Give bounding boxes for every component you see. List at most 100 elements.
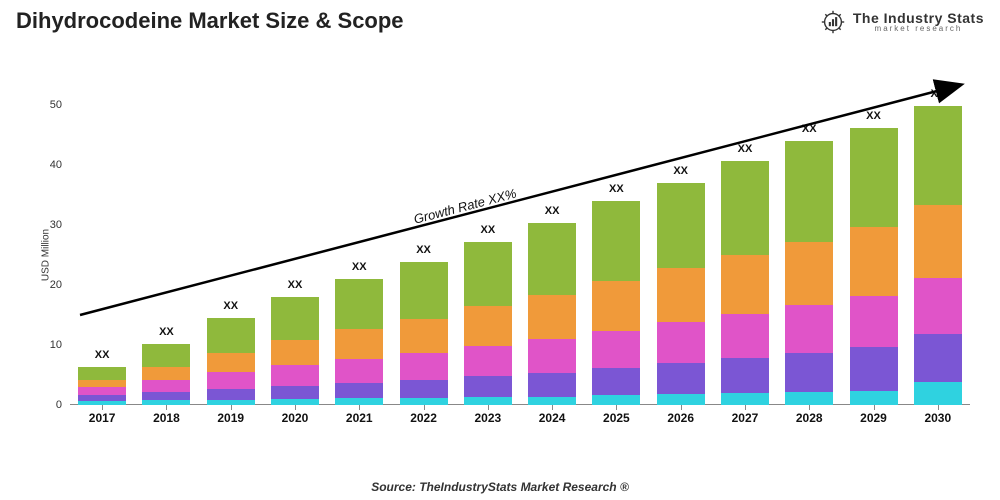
bar-segment: [721, 358, 769, 393]
logo-line-1: The Industry Stats: [853, 11, 984, 25]
bar-value-label: XX: [673, 165, 688, 177]
x-tick-mark: [295, 405, 296, 410]
y-tick-label: 10: [50, 339, 62, 351]
bar-segment: [335, 359, 383, 382]
bar-segment: [657, 363, 705, 394]
bar-segment: [207, 372, 255, 389]
x-tick-mark: [231, 405, 232, 410]
bar-segment: [785, 392, 833, 405]
bar-stack: [142, 344, 190, 405]
source-footer: Source: TheIndustryStats Market Research…: [0, 480, 1000, 494]
x-tick-label: 2023: [474, 411, 501, 425]
bar-value-label: XX: [352, 261, 367, 273]
x-tick-mark: [809, 405, 810, 410]
bar-segment: [914, 382, 962, 405]
bar-value-label: XX: [480, 224, 495, 236]
bar-segment: [850, 296, 898, 348]
bar-value-label: XX: [288, 279, 303, 291]
bar-group: XX2028: [785, 141, 833, 405]
bar-segment: [657, 394, 705, 405]
bar-segment: [142, 367, 190, 380]
y-tick-label: 0: [56, 399, 62, 411]
bar-segment: [142, 344, 190, 367]
bar-segment: [721, 393, 769, 405]
bar-segment: [592, 395, 640, 405]
x-tick-label: 2018: [153, 411, 180, 425]
x-tick-label: 2026: [667, 411, 694, 425]
bar-segment: [207, 318, 255, 353]
bar-segment: [785, 242, 833, 306]
x-tick-label: 2024: [539, 411, 566, 425]
bar-segment: [850, 347, 898, 390]
bar-value-label: XX: [223, 300, 238, 312]
bar-stack: [785, 141, 833, 405]
x-tick-label: 2021: [346, 411, 373, 425]
x-tick-mark: [745, 405, 746, 410]
x-tick-mark: [681, 405, 682, 410]
bar-value-label: XX: [802, 123, 817, 135]
bar-segment: [528, 339, 576, 373]
x-tick-label: 2019: [217, 411, 244, 425]
x-tick-mark: [424, 405, 425, 410]
y-tick-label: 50: [50, 99, 62, 111]
logo-line-2: market research: [853, 25, 984, 33]
bar-stack: [400, 262, 448, 405]
x-tick-label: 2027: [732, 411, 759, 425]
bar-segment: [400, 353, 448, 379]
bar-segment: [400, 398, 448, 405]
bar-segment: [785, 353, 833, 391]
bar-group: XX2017: [78, 367, 126, 405]
bar-segment: [850, 128, 898, 228]
bar-group: XX2018: [142, 344, 190, 405]
bar-segment: [78, 367, 126, 380]
bar-group: XX2027: [721, 161, 769, 405]
x-tick-label: 2030: [924, 411, 951, 425]
bar-segment: [464, 376, 512, 398]
bar-group: XX2022: [400, 262, 448, 405]
bar-segment: [528, 223, 576, 295]
bar-stack: [207, 318, 255, 405]
x-tick-mark: [616, 405, 617, 410]
bar-segment: [464, 306, 512, 346]
bar-segment: [335, 383, 383, 399]
bar-segment: [271, 297, 319, 340]
bar-value-label: XX: [738, 143, 753, 155]
bar-segment: [78, 387, 126, 395]
bar-segment: [657, 322, 705, 363]
bar-segment: [271, 340, 319, 365]
bar-value-label: XX: [95, 349, 110, 361]
x-tick-label: 2028: [796, 411, 823, 425]
bar-segment: [657, 183, 705, 268]
bar-stack: [335, 279, 383, 405]
bar-group: XX2019: [207, 318, 255, 405]
bar-segment: [721, 314, 769, 358]
bar-segment: [335, 329, 383, 359]
bar-value-label: XX: [609, 183, 624, 195]
bar-stack: [528, 223, 576, 405]
bar-segment: [78, 380, 126, 387]
bar-stack: [464, 242, 512, 405]
bar-segment: [400, 262, 448, 318]
x-tick-label: 2017: [89, 411, 116, 425]
bar-segment: [335, 279, 383, 329]
bar-value-label: XX: [545, 205, 560, 217]
bar-value-label: XX: [866, 110, 881, 122]
bar-segment: [400, 380, 448, 398]
bar-segment: [142, 380, 190, 392]
x-tick-label: 2025: [603, 411, 630, 425]
bar-segment: [592, 368, 640, 396]
bar-segment: [592, 281, 640, 330]
bar-segment: [271, 365, 319, 385]
bar-group: XX2024: [528, 223, 576, 405]
page-title: Dihydrocodeine Market Size & Scope: [16, 8, 404, 34]
bar-segment: [785, 305, 833, 353]
brand-logo: The Industry Stats market research: [819, 8, 984, 36]
chart: USD Million 01020304050 XX2017XX2018XX20…: [70, 75, 970, 435]
bar-segment: [528, 373, 576, 397]
bar-segment: [464, 346, 512, 376]
bar-segment: [785, 141, 833, 242]
x-tick-mark: [359, 405, 360, 410]
bar-segment: [721, 161, 769, 255]
bar-segment: [657, 268, 705, 322]
bar-segment: [464, 397, 512, 405]
